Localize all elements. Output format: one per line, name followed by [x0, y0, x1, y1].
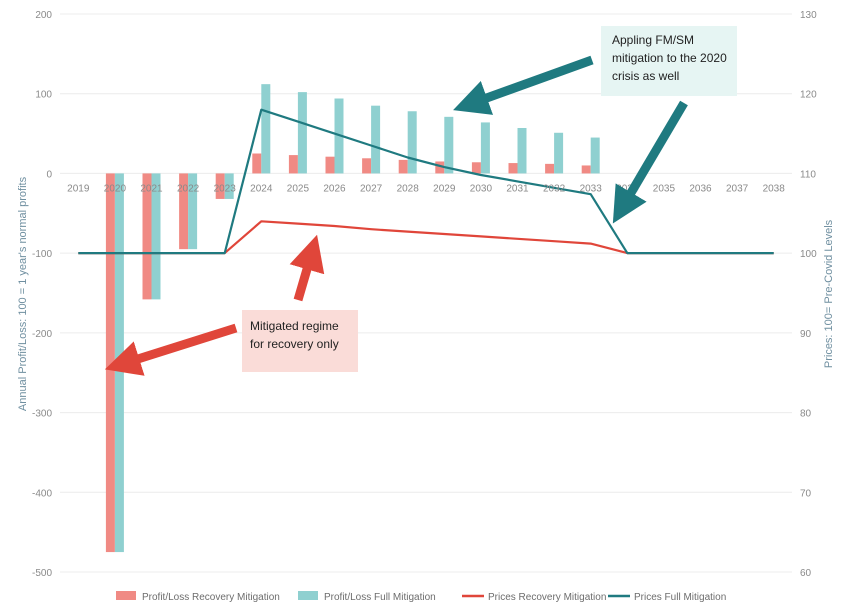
- x-tick-label: 2029: [433, 183, 456, 194]
- legend-label: Prices Full Mitigation: [634, 592, 726, 603]
- bar: [480, 122, 490, 174]
- annotation-full-line-1: Appling FM/SM: [612, 33, 694, 47]
- annotation-arrow-full-to-line: [453, 55, 594, 115]
- bar: [371, 105, 381, 174]
- bar: [581, 165, 591, 174]
- right-tick-labels: 130 120 110 100 90 80 70 60: [800, 10, 817, 579]
- legend-label: Profit/Loss Full Mitigation: [324, 592, 436, 603]
- annotation-full-line-3: crisis as well: [612, 69, 679, 83]
- legend-swatch: [116, 591, 136, 600]
- annotation-arrow-recovery-to-line: [289, 234, 325, 302]
- bar: [590, 137, 600, 174]
- bar: [215, 173, 225, 199]
- bar: [435, 161, 445, 174]
- bar: [325, 156, 335, 174]
- x-tick-label: 2028: [397, 183, 420, 194]
- x-tick-label: 2024: [250, 183, 273, 194]
- left-tick-label: -400: [32, 488, 52, 499]
- bar: [471, 162, 481, 174]
- left-tick-label: -200: [32, 329, 52, 340]
- left-tick-label: -500: [32, 568, 52, 579]
- right-tick-label: 130: [800, 10, 817, 21]
- bar: [224, 173, 234, 199]
- bar: [261, 84, 271, 174]
- x-tick-label: 2033: [580, 183, 603, 194]
- right-tick-label: 80: [800, 409, 812, 420]
- left-tick-label: 100: [35, 90, 52, 101]
- right-tick-label: 110: [800, 169, 816, 180]
- x-tick-label: 2021: [140, 183, 163, 194]
- annotation-recovery-mitigation: Mitigated regime for recovery only: [104, 234, 358, 376]
- series-line: [78, 108, 774, 255]
- x-tick-label: 2022: [177, 183, 200, 194]
- bar: [407, 111, 417, 174]
- x-tick-labels: 2019 2020 2021 2022 2023 2024 2025 2026 2027 2028…: [67, 183, 785, 194]
- right-tick-label: 100: [800, 249, 817, 260]
- left-tick-label: 200: [35, 10, 52, 21]
- bar: [188, 173, 198, 250]
- bar: [545, 163, 555, 174]
- right-tick-label: 60: [800, 568, 812, 579]
- annotation-full-box: [601, 26, 737, 96]
- bar: [444, 116, 454, 174]
- bar: [179, 173, 189, 250]
- bar: [362, 158, 372, 174]
- bar: [142, 173, 152, 300]
- gridlines: [60, 13, 792, 573]
- x-tick-label: 2026: [323, 183, 346, 194]
- annotation-recovery-box: [242, 310, 358, 372]
- x-tick-label: 2023: [214, 183, 237, 194]
- bar: [252, 153, 262, 174]
- left-tick-labels: 200 100 0 -100 -200 -300 -400 -500: [32, 10, 52, 579]
- price-lines: [78, 108, 774, 255]
- bar: [288, 155, 298, 174]
- x-tick-label: 2038: [763, 183, 786, 194]
- bar: [297, 92, 307, 174]
- legend-swatch: [298, 591, 318, 600]
- bar: [508, 163, 518, 174]
- x-tick-label: 2037: [726, 183, 749, 194]
- x-tick-label: 2032: [543, 183, 566, 194]
- left-tick-label: -300: [32, 409, 52, 420]
- x-tick-label: 2036: [689, 183, 712, 194]
- annotation-arrow-recovery-to-bars: [104, 323, 238, 376]
- legend: Profit/Loss Recovery Mitigation Profit/Lo…: [116, 591, 726, 603]
- right-tick-label: 120: [800, 90, 817, 101]
- x-tick-label: 2027: [360, 183, 383, 194]
- annotation-recovery-line-2: for recovery only: [250, 337, 339, 351]
- annotation-full-line-2: mitigation to the 2020: [612, 51, 727, 65]
- x-tick-label: 2030: [470, 183, 493, 194]
- right-axis-title: Prices: 100= Pre-Covid Levels: [823, 219, 835, 368]
- x-tick-label: 2025: [287, 183, 310, 194]
- bar: [554, 132, 564, 174]
- x-tick-label: 2031: [506, 183, 529, 194]
- annotation-arrow-full-to-drop: [612, 100, 688, 224]
- legend-label: Profit/Loss Recovery Mitigation: [142, 592, 280, 603]
- bar: [398, 159, 408, 174]
- bar: [105, 173, 115, 553]
- bar: [151, 173, 161, 300]
- x-tick-label: 2035: [653, 183, 676, 194]
- x-tick-label: 2020: [104, 183, 127, 194]
- left-axis-title: Annual Profit/Loss: 100 = 1 year's norma…: [17, 176, 29, 411]
- x-tick-label: 2019: [67, 183, 90, 194]
- bar: [517, 127, 527, 174]
- right-tick-label: 90: [800, 329, 812, 340]
- annotation-recovery-line-1: Mitigated regime: [250, 319, 339, 333]
- left-tick-label: -100: [32, 249, 52, 260]
- right-tick-label: 70: [800, 488, 812, 499]
- legend-label: Prices Recovery Mitigation: [488, 592, 606, 603]
- left-tick-label: 0: [46, 169, 52, 180]
- annotation-full-mitigation: Appling FM/SM mitigation to the 2020 cri…: [453, 26, 737, 224]
